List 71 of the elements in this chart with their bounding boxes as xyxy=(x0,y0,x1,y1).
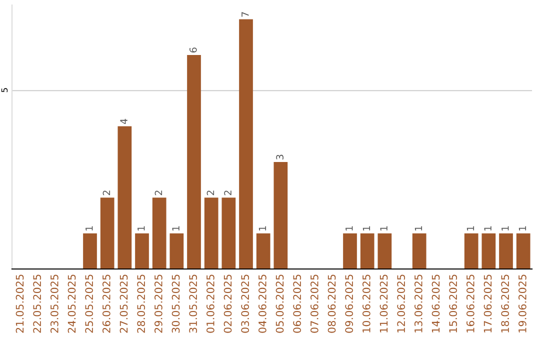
data-label: 1 xyxy=(346,226,353,230)
data-label: 2 xyxy=(206,190,214,196)
x-tick-label: 30.05.2025 xyxy=(172,274,180,333)
x-tick-label: 27.05.2025 xyxy=(120,274,128,333)
x-tick-label: 26.05.2025 xyxy=(102,274,110,333)
x-tick-label: 17.06.2025 xyxy=(484,274,492,332)
data-label: 1 xyxy=(86,226,93,230)
x-tick-label: 05.06.2025 xyxy=(276,274,284,333)
x-tick-label: 29.05.2025 xyxy=(154,274,162,333)
data-label: 3 xyxy=(276,154,284,160)
bar xyxy=(360,233,374,269)
data-label: 2 xyxy=(154,190,162,196)
x-tick-label: 04.06.2025 xyxy=(258,274,266,333)
x-tick-label: 03.06.2025 xyxy=(241,274,250,333)
x-tick-label: 15.06.2025 xyxy=(449,274,458,332)
bar xyxy=(482,233,496,269)
x-tick-label: 02.06.2025 xyxy=(224,274,232,333)
x-tick-label: 10.06.2025 xyxy=(362,274,370,332)
data-label: 1 xyxy=(380,226,388,230)
x-tick-label: 09.06.2025 xyxy=(345,274,354,333)
x-tick-label: 13.06.2025 xyxy=(414,274,422,332)
x-tick-label: 01.06.2025 xyxy=(206,274,214,333)
bar xyxy=(274,162,288,269)
data-label: 1 xyxy=(258,226,266,230)
x-tick-label: 07.06.2025 xyxy=(310,274,318,333)
x-tick-label: 11.06.2025 xyxy=(380,274,388,332)
data-label: 1 xyxy=(518,226,526,230)
data-label: 1 xyxy=(502,226,509,230)
bar xyxy=(516,233,530,269)
data-label: 1 xyxy=(362,226,370,230)
bar xyxy=(187,54,201,269)
x-tick-label: 28.05.2025 xyxy=(137,274,146,333)
data-label: 1 xyxy=(484,226,492,230)
bar xyxy=(412,233,426,269)
data-label: 1 xyxy=(172,226,180,230)
x-tick-label: 06.06.2025 xyxy=(293,274,302,333)
x-tick-label: 23.05.2025 xyxy=(50,274,58,333)
data-label: 2 xyxy=(102,190,110,196)
bar xyxy=(118,126,132,269)
x-tick-label: 19.06.2025 xyxy=(518,274,526,332)
bar xyxy=(135,233,149,269)
data-label: 4 xyxy=(120,118,128,124)
bar xyxy=(464,233,478,269)
bar xyxy=(152,198,166,269)
data-label: 2 xyxy=(224,190,232,196)
x-tick-label: 21.05.2025 xyxy=(16,274,24,333)
bar xyxy=(256,233,270,269)
bar xyxy=(100,198,114,269)
x-tick-label: 18.06.2025 xyxy=(501,274,510,332)
x-tick-label: 14.06.2025 xyxy=(432,274,440,332)
x-tick-label: 08.06.2025 xyxy=(328,274,336,333)
bar xyxy=(83,233,97,269)
data-label: 7 xyxy=(242,12,249,17)
x-tick-label: 31.05.2025 xyxy=(189,274,198,333)
bar xyxy=(239,19,253,269)
bar xyxy=(499,233,513,269)
bar xyxy=(170,233,184,269)
x-tick-label: 12.06.2025 xyxy=(397,274,406,332)
data-label: 1 xyxy=(414,226,422,230)
bar xyxy=(343,233,357,269)
x-tick-label: 24.05.2025 xyxy=(68,274,76,333)
bar xyxy=(222,198,236,269)
data-label: 1 xyxy=(138,226,145,230)
data-label: 1 xyxy=(466,226,474,230)
y-tick-label: 5 xyxy=(1,88,8,92)
data-label: 6 xyxy=(189,48,197,52)
bar xyxy=(204,198,218,269)
bar xyxy=(378,233,392,269)
x-tick-label: 25.05.2025 xyxy=(85,274,94,333)
x-tick-label: 16.06.2025 xyxy=(466,274,474,332)
x-tick-label: 22.05.2025 xyxy=(33,274,42,333)
